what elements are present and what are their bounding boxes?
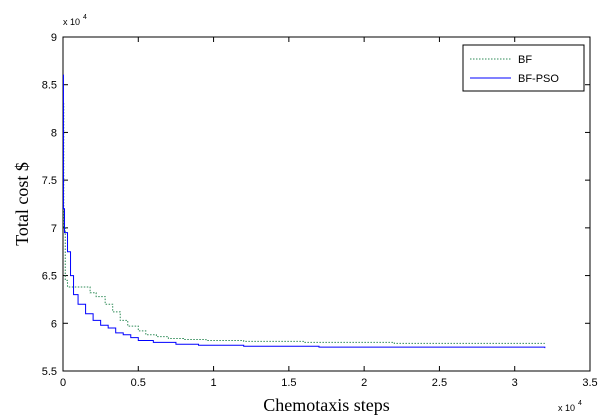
y-tick-label: 5.5: [42, 366, 57, 378]
y-tick-label: 6.5: [42, 271, 57, 283]
legend-box: [462, 44, 585, 92]
x-axis-label: Chemotaxis steps: [263, 395, 390, 415]
y-tick-label: 9: [51, 32, 57, 44]
series-layer: [62, 74, 546, 349]
x-tick-label: 1.5: [281, 377, 296, 389]
y-tick-label: 7: [51, 223, 57, 235]
x-tick-label: 3: [512, 377, 518, 389]
legend: BF BF-PSO: [462, 44, 585, 92]
x-tick-label: 3.5: [582, 377, 597, 389]
series-line-bf-pso: [62, 74, 546, 349]
y-axis-label: Total cost $: [12, 162, 32, 246]
legend-label: BF: [518, 54, 532, 66]
y-tick-label: 7.5: [42, 175, 57, 187]
x-tick-label: 0.5: [131, 377, 146, 389]
x-multiplier-exponent: 4: [578, 400, 582, 407]
y-tick-label: 8.5: [42, 80, 57, 92]
legend-label: BF-PSO: [518, 73, 559, 85]
x-tick-label: 0: [60, 377, 66, 389]
x-tick-label: 1: [211, 377, 217, 389]
plot-frame: [62, 36, 591, 372]
x-tick-label: 2.5: [432, 377, 447, 389]
axes: 0 0.5 1 1.5 2 2.5 3 3.55.566.577.588.59x 10 4x 1…: [12, 14, 598, 415]
y-multiplier-exponent: 4: [83, 14, 87, 21]
x-tick-label: 2: [361, 377, 367, 389]
x-multiplier: x 10: [558, 403, 575, 413]
y-tick-label: 8: [51, 127, 57, 139]
y-multiplier: x 10: [63, 17, 80, 27]
y-tick-label: 6: [51, 318, 57, 330]
